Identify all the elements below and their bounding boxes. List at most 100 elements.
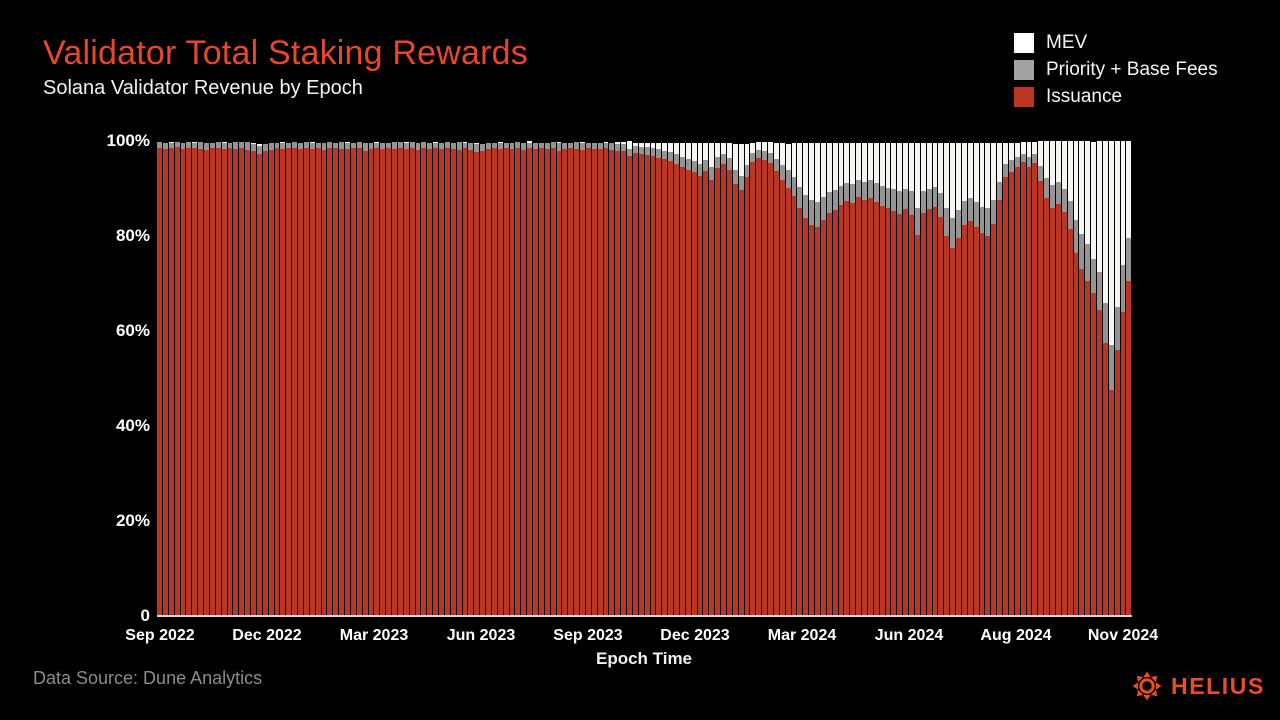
epoch-bar bbox=[879, 141, 885, 616]
x-tick-label: Jun 2024 bbox=[874, 627, 944, 644]
segment-iss bbox=[180, 149, 186, 616]
segment-fees bbox=[1114, 307, 1120, 350]
x-tick-label: Mar 2023 bbox=[339, 627, 409, 644]
segment-fees bbox=[433, 142, 438, 148]
epoch-bar bbox=[850, 141, 856, 616]
segment-mev bbox=[768, 142, 773, 153]
epoch-bar bbox=[1061, 141, 1067, 616]
segment-fees bbox=[632, 145, 638, 154]
segment-mev bbox=[809, 142, 814, 200]
segment-iss bbox=[427, 148, 433, 616]
segment-iss bbox=[1114, 350, 1120, 616]
epoch-bar bbox=[1091, 141, 1096, 616]
segment-mev bbox=[973, 142, 979, 202]
segment-mev bbox=[1020, 142, 1026, 154]
segment-iss bbox=[832, 210, 838, 616]
segment-fees bbox=[1032, 153, 1038, 163]
x-tick-label: Jun 2023 bbox=[446, 627, 516, 644]
segment-fees bbox=[1044, 178, 1049, 198]
segment-fees bbox=[333, 142, 339, 148]
segment-iss bbox=[644, 155, 650, 616]
priority-base-fees-swatch-icon bbox=[1014, 60, 1034, 80]
segment-fees bbox=[750, 152, 756, 162]
epoch-bar bbox=[1073, 141, 1079, 616]
issuance-swatch-icon bbox=[1014, 87, 1034, 107]
segment-iss bbox=[856, 197, 861, 616]
segment-fees bbox=[668, 151, 673, 161]
segment-mev bbox=[1061, 141, 1067, 189]
epoch-bar bbox=[715, 141, 720, 616]
segment-fees bbox=[997, 182, 1002, 201]
segment-iss bbox=[192, 147, 198, 616]
segment-iss bbox=[820, 219, 826, 616]
epoch-bar bbox=[679, 141, 685, 616]
segment-iss bbox=[1102, 342, 1108, 616]
epoch-bar bbox=[474, 141, 480, 616]
segment-fees bbox=[650, 148, 656, 157]
segment-iss bbox=[209, 148, 215, 616]
segment-mev bbox=[1044, 141, 1049, 179]
epoch-bar bbox=[456, 141, 462, 616]
epoch-bar bbox=[762, 141, 767, 616]
segment-mev bbox=[632, 142, 638, 146]
epoch-bar bbox=[1102, 141, 1108, 616]
segment-fees bbox=[738, 176, 744, 191]
epoch-bar bbox=[785, 141, 791, 616]
segment-iss bbox=[538, 147, 544, 616]
segment-mev bbox=[785, 143, 791, 171]
epoch-bar bbox=[638, 141, 644, 616]
epoch-bar bbox=[286, 141, 292, 616]
segment-mev bbox=[221, 141, 227, 144]
segment-iss bbox=[403, 148, 409, 616]
segment-iss bbox=[897, 214, 903, 616]
segment-fees bbox=[568, 142, 574, 149]
segment-mev bbox=[944, 142, 950, 209]
x-tick-label: Aug 2024 bbox=[980, 627, 1052, 644]
segment-fees bbox=[162, 142, 168, 149]
segment-mev bbox=[1120, 141, 1126, 265]
segment-fees bbox=[1050, 184, 1055, 208]
segment-mev bbox=[615, 142, 621, 144]
segment-iss bbox=[480, 150, 485, 616]
segment-iss bbox=[1097, 309, 1102, 616]
segment-fees bbox=[1108, 345, 1114, 391]
segment-fees bbox=[627, 149, 632, 157]
segment-fees bbox=[726, 158, 732, 170]
segment-fees bbox=[856, 179, 861, 198]
segment-fees bbox=[815, 201, 820, 228]
segment-iss bbox=[1055, 203, 1061, 616]
segment-iss bbox=[691, 172, 697, 616]
segment-fees bbox=[380, 142, 386, 149]
segment-fees bbox=[392, 142, 397, 150]
segment-mev bbox=[691, 143, 697, 161]
segment-iss bbox=[327, 148, 333, 616]
segment-fees bbox=[909, 191, 914, 216]
epoch-bar bbox=[192, 141, 198, 616]
segment-fees bbox=[891, 189, 897, 212]
segment-iss bbox=[715, 167, 720, 616]
segment-fees bbox=[926, 188, 932, 210]
epoch-bar bbox=[568, 141, 574, 616]
epoch-bar bbox=[803, 141, 809, 616]
epoch-bar bbox=[239, 141, 245, 616]
epoch-bar bbox=[1050, 141, 1055, 616]
segment-mev bbox=[1026, 142, 1032, 158]
segment-fees bbox=[785, 170, 791, 188]
segment-mev bbox=[1032, 142, 1038, 154]
segment-mev bbox=[815, 142, 820, 202]
epoch-bar bbox=[1032, 141, 1038, 616]
segment-fees bbox=[439, 142, 444, 150]
epoch-bar bbox=[591, 141, 597, 616]
segment-fees bbox=[321, 142, 327, 150]
segment-iss bbox=[303, 147, 309, 616]
segment-fees bbox=[944, 208, 950, 236]
epoch-bar bbox=[820, 141, 826, 616]
segment-fees bbox=[797, 186, 803, 208]
epoch-bar bbox=[157, 141, 162, 616]
epoch-bar bbox=[345, 141, 350, 616]
segment-fees bbox=[1126, 238, 1132, 282]
segment-fees bbox=[1026, 157, 1032, 167]
epoch-bar bbox=[180, 141, 186, 616]
segment-fees bbox=[544, 142, 550, 150]
epoch-bar bbox=[956, 141, 961, 616]
